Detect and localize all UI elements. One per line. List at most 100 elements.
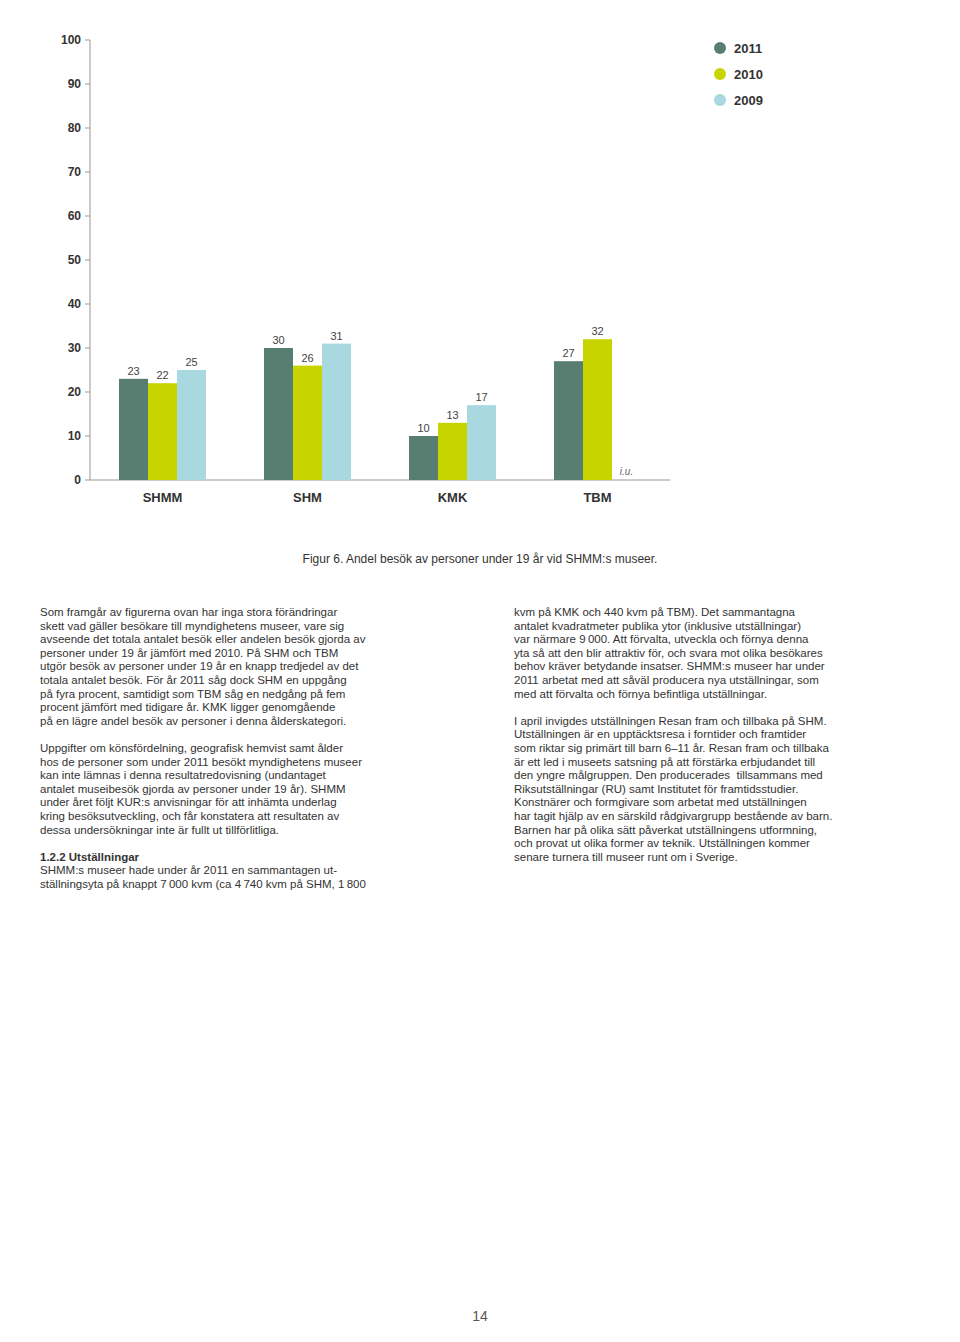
body-line: behov kräver betydande insatser. SHMM:s … (514, 660, 954, 674)
bar (322, 344, 351, 480)
data-label: 32 (591, 325, 603, 337)
data-label: 23 (127, 365, 139, 377)
y-tick (85, 84, 90, 85)
y-tick (85, 216, 90, 217)
body-line: ställningsyta på knappt 7 000 kvm (ca 4 … (40, 878, 480, 892)
body-line: senare turnera till museer runt om i Sve… (514, 851, 954, 865)
data-label: 27 (562, 347, 574, 359)
body-line: under året följt KUR:s anvisningar för a… (40, 796, 480, 810)
body-line: och provat ut olika former av teknik. Ut… (514, 837, 954, 851)
body-line: kring besöksutveckling, och får konstate… (40, 810, 480, 824)
body-line: I april invigdes utställningen Resan fra… (514, 715, 954, 729)
y-tick-label: 90 (68, 77, 82, 91)
body-line: utgör besök av personer under 19 år en k… (40, 660, 480, 674)
legend-swatch (714, 94, 726, 106)
y-tick (85, 40, 90, 41)
legend: 2011 2010 2009 (714, 41, 763, 108)
body-line: personer under 19 år jämfört med 2010. P… (40, 647, 480, 661)
body-line: antalet museibesök gjorda av personer un… (40, 783, 480, 797)
body-line: dessa undersökningar inte är fullt ut ti… (40, 824, 480, 838)
body-line: på en lägre andel besök av personer i de… (40, 715, 480, 729)
data-label: 25 (185, 356, 197, 368)
paragraph-gap (40, 728, 480, 742)
caption: Figur 6. Andel besök av personer under 1… (0, 552, 960, 566)
y-tick-label: 50 (68, 253, 82, 267)
bar (409, 436, 438, 480)
body-line: avseende det totala antalet besök eller … (40, 633, 480, 647)
bar (554, 361, 583, 480)
paragraph-gap (40, 837, 480, 851)
body-line: på fyra procent, samtidigt som TBM såg e… (40, 688, 480, 702)
page-number: 14 (0, 1308, 960, 1324)
left-column: Som framgår av figurerna ovan har inga s… (40, 606, 480, 891)
y-tick-label: 20 (68, 385, 82, 399)
body-line: Utställningen är en upptäcktsresa i forn… (514, 728, 954, 742)
bar (148, 383, 177, 480)
y-tick (85, 260, 90, 261)
data-label: 31 (330, 330, 342, 342)
body-line: totala antalet besök. För år 2011 såg do… (40, 674, 480, 688)
body-line: Som framgår av figurerna ovan har inga s… (40, 606, 480, 620)
body-line: skett vad gäller besökare till myndighet… (40, 620, 480, 634)
y-tick (85, 436, 90, 437)
body-line: Barnen har på olika sätt påverkat utstäl… (514, 824, 954, 838)
right-column: kvm på KMK och 440 kvm på TBM). Det samm… (514, 606, 954, 864)
data-label: 26 (301, 352, 313, 364)
bar (293, 366, 322, 480)
y-tick-label: 70 (68, 165, 82, 179)
body-line: med att förvalta och förnya befintliga u… (514, 688, 954, 702)
y-tick (85, 128, 90, 129)
body-line: som riktar sig primärt till barn 6–11 år… (514, 742, 954, 756)
body-line: den yngre målgruppen. Den producerades t… (514, 769, 954, 783)
x-tick-label: TBM (583, 490, 611, 505)
bar (177, 370, 206, 480)
body-line: 2011 arbetat med att såväl producera nya… (514, 674, 954, 688)
y-tick (85, 392, 90, 393)
legend-label: 2009 (734, 93, 763, 108)
data-label: 13 (446, 409, 458, 421)
y-tick-label: 100 (61, 33, 81, 47)
y-tick-label: 0 (74, 473, 81, 487)
x-tick-label: KMK (438, 490, 468, 505)
x-tick-label: SHM (293, 490, 322, 505)
y-tick-label: 80 (68, 121, 82, 135)
data-label: 30 (272, 334, 284, 346)
data-label: 10 (417, 422, 429, 434)
body-line: yta så att den blir attraktiv för, och s… (514, 647, 954, 661)
y-tick-label: 10 (68, 429, 82, 443)
y-tick (85, 172, 90, 173)
legend-label: 2011 (734, 41, 762, 56)
body-line: är ett led i museets satsning på att för… (514, 756, 954, 770)
bar (438, 423, 467, 480)
y-axis (90, 40, 91, 480)
body-line: kvm på KMK och 440 kvm på TBM). Det samm… (514, 606, 954, 620)
body-line: SHMM:s museer hade under år 2011 en samm… (40, 864, 480, 878)
data-label: 17 (475, 391, 487, 403)
chart: 0 10 20 30 40 50 60 70 80 90 100 SHMM SHM KMK TBM 23 30 1… (0, 0, 960, 530)
legend-swatch (714, 68, 726, 80)
body-line: var närmare 9 000. Att förvalta, utveckl… (514, 633, 954, 647)
bar (264, 348, 293, 480)
body-line: Riksutställningar (RU) samt Institutet f… (514, 783, 954, 797)
body-line: Konstnärer och formgivare som arbetat me… (514, 796, 954, 810)
body-line: antalet kvadratmeter publika ytor (inklu… (514, 620, 954, 634)
body-line: har tagit hjälp av en särskild rådgivarg… (514, 810, 954, 824)
y-tick (85, 348, 90, 349)
body-line: procent jämfört med tidigare år. KMK lig… (40, 701, 480, 715)
heading: 1.2.2 Utställningar (40, 851, 480, 865)
bar (467, 405, 496, 480)
y-tick (85, 304, 90, 305)
body-line: hos de personer som under 2011 besökt my… (40, 756, 480, 770)
data-label: 22 (156, 369, 168, 381)
y-tick-label: 30 (68, 341, 82, 355)
body-line: Uppgifter om könsfördelning, geografisk … (40, 742, 480, 756)
bar (583, 339, 612, 480)
annotation: i.u. (620, 466, 633, 477)
paragraph-gap (514, 701, 954, 715)
y-tick (85, 480, 90, 481)
x-tick-label: SHMM (143, 490, 183, 505)
y-tick-label: 60 (68, 209, 82, 223)
y-tick-label: 40 (68, 297, 82, 311)
bar (119, 379, 148, 480)
legend-label: 2010 (734, 67, 763, 82)
